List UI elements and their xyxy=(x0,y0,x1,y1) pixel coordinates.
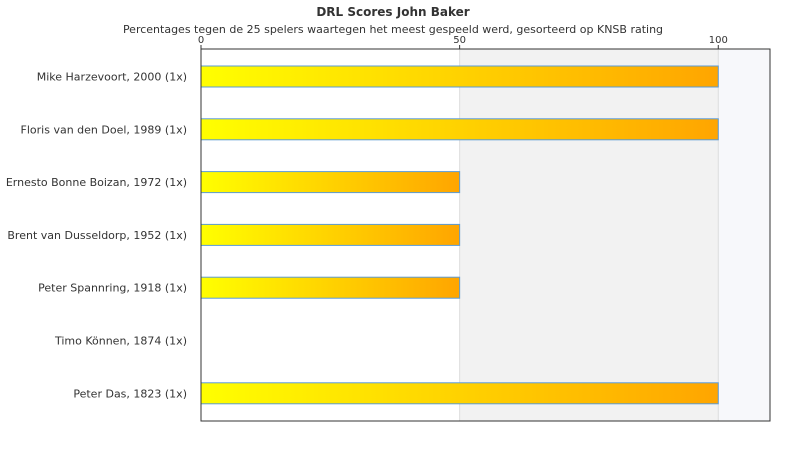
tick-label: 0 xyxy=(198,35,204,46)
category-label: Timo Können, 1874 (1x) xyxy=(54,335,187,348)
tick-label: 50 xyxy=(453,35,466,46)
plot-band xyxy=(718,49,770,421)
category-label: Peter Spannring, 1918 (1x) xyxy=(38,282,187,295)
bars xyxy=(200,65,719,405)
category-label: Mike Harzevoort, 2000 (1x) xyxy=(37,71,187,84)
bar xyxy=(200,171,461,194)
category-label: Peter Das, 1823 (1x) xyxy=(73,387,187,400)
category-label: Brent van Dusseldorp, 1952 (1x) xyxy=(7,229,187,242)
chart-title: DRL Scores John Baker xyxy=(316,5,469,19)
bar xyxy=(200,118,719,141)
plot-frame xyxy=(200,48,771,422)
chart-subtitle: Percentages tegen de 25 spelers waartege… xyxy=(123,23,663,36)
x-axis-ticks: 0 50 100 xyxy=(198,35,728,49)
plot-band xyxy=(459,49,719,421)
category-label: Ernesto Bonne Boizan, 1972 (1x) xyxy=(6,176,187,189)
category-labels: Mike Harzevoort, 2000 (1x) Floris van den… xyxy=(6,71,187,401)
bar xyxy=(200,223,461,246)
tick-label: 100 xyxy=(709,35,728,46)
bar xyxy=(200,276,461,299)
category-label: Floris van den Doel, 1989 (1x) xyxy=(21,123,187,136)
bar xyxy=(200,382,719,405)
bar xyxy=(200,65,719,88)
